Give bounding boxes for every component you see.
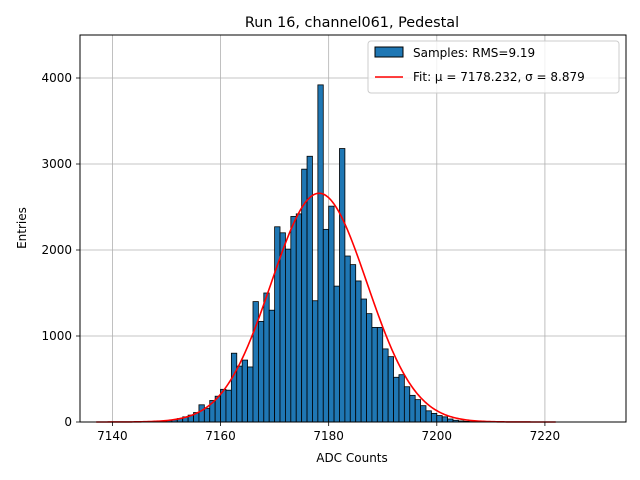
histogram-bar [285,248,292,423]
x-tick-label: 7140 [97,429,128,443]
y-tick-label: 2000 [41,243,72,257]
legend: Samples: RMS=9.19 Fit: μ = 7178.232, σ =… [367,40,620,94]
histogram-bar [295,213,303,423]
histogram-bar [420,405,427,423]
histogram-bar [376,326,384,423]
histogram-bar [317,84,324,423]
legend-samples-label: Samples: RMS=9.19 [413,46,535,60]
histogram-bar [409,394,416,423]
histogram-bar [257,320,265,423]
histogram-bar [425,410,432,423]
histogram-bar [349,264,357,423]
histogram-bar [203,407,211,423]
histogram-bar [344,255,351,423]
histogram-bar [263,292,270,423]
histogram-bar [387,356,394,423]
histogram-bar [328,205,335,423]
histogram-bar [279,232,286,423]
x-tick-label: 7220 [530,429,561,443]
y-tick-label: 4000 [41,71,72,85]
chart-title: Run 16, channel061, Pedestal [245,15,459,31]
histogram-bar [393,376,400,423]
histogram-bar [322,228,330,423]
legend-frame [367,40,620,94]
x-tick-label: 7180 [313,429,344,443]
x-axis-label: ADC Counts [316,451,388,465]
x-tick-label: 7200 [422,429,453,443]
histogram-bar [247,366,254,423]
x-axis-ticks: 7140 7160 7180 7200 7220 [97,422,560,443]
x-tick-label: 7160 [205,429,236,443]
histogram-bar [225,389,232,423]
y-tick-label: 3000 [41,157,72,171]
histogram-bar [339,148,346,423]
histogram-bar [398,374,405,423]
histogram-bar [312,300,319,423]
legend-bar-swatch [374,46,404,58]
histogram-bar [230,352,238,423]
histogram-bar [360,298,367,423]
histogram-bar [436,415,443,423]
histogram-bar [403,386,411,423]
histogram-bar [198,404,205,423]
plot-frame [79,34,627,423]
y-tick-label: 1000 [41,329,72,343]
histogram-bar [268,309,276,423]
histogram-bar [382,348,389,423]
histogram-bar [236,365,243,423]
histogram-bar [441,416,449,423]
histogram-bar [241,359,248,423]
y-tick-label: 0 [64,415,72,429]
histogram-bar [333,285,340,423]
histogram-bar [366,313,373,423]
legend-fit-label: Fit: μ = 7178.232, σ = 8.879 [413,70,585,84]
histogram-bar [274,226,281,423]
histogram-bar [414,399,421,423]
histogram-bar [290,216,297,423]
histogram-bar [355,280,362,423]
histogram-bar [371,326,378,423]
histogram-bar [430,412,438,423]
y-axis-label: Entries [15,207,29,249]
y-axis-ticks: 0 1000 2000 3000 4000 [41,71,80,429]
fit-curve [96,192,556,423]
